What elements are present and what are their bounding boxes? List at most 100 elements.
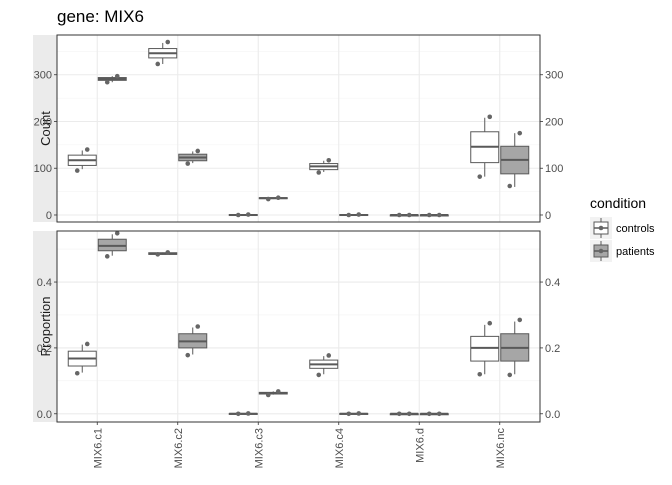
y-tick-label-left: 0.2 <box>37 343 52 355</box>
data-point <box>275 389 281 394</box>
panel-background <box>57 231 540 422</box>
data-point <box>165 250 171 255</box>
panel-border <box>56 34 541 223</box>
data-point <box>155 61 161 67</box>
legend-key-controls <box>590 217 612 239</box>
data-point <box>74 370 80 376</box>
box-patients-MIX6.c1 <box>97 73 127 85</box>
chart-title: gene: MIX6 <box>57 7 144 26</box>
data-point <box>436 212 442 218</box>
legend-key-point <box>598 248 604 254</box>
data-point <box>517 317 523 323</box>
box-controls-MIX6.d <box>389 212 419 218</box>
data-point <box>517 130 523 136</box>
box-patients-MIX6.c1 <box>97 231 127 259</box>
data-point <box>426 411 432 417</box>
facet-label: Count <box>38 111 53 146</box>
box-patients-MIX6.nc <box>500 130 530 189</box>
data-point <box>265 392 271 398</box>
box-controls-MIX6.nc <box>470 114 500 179</box>
box-controls-MIX6.c1 <box>67 341 97 376</box>
box-patients-MIX6.c2 <box>178 148 208 166</box>
x-tick-label: MIX6.nc <box>495 428 507 469</box>
y-tick-label-right: 0.2 <box>545 343 560 355</box>
y-tick-label-right: 0.0 <box>545 409 560 421</box>
legend-key-point <box>598 225 604 231</box>
y-tick-label-left: 0.0 <box>37 409 52 421</box>
data-point <box>74 168 80 173</box>
legend-title: condition <box>590 195 646 211</box>
data-point <box>104 79 110 85</box>
data-point <box>245 411 251 416</box>
data-point <box>114 73 120 79</box>
data-point <box>316 170 322 175</box>
box-patients-MIX6.d <box>419 411 449 417</box>
data-point <box>185 161 191 166</box>
data-point <box>316 372 322 378</box>
panel-border <box>56 230 541 423</box>
facet-strip <box>33 35 57 222</box>
legend-key-patients <box>590 240 612 262</box>
box-controls-MIX6.c4 <box>309 157 339 175</box>
y-tick-label-right: 100 <box>545 163 563 175</box>
y-tick-label-right: 0 <box>545 210 551 222</box>
data-point <box>104 254 110 259</box>
data-point <box>195 324 201 329</box>
data-point <box>185 352 191 358</box>
data-point <box>487 114 493 120</box>
data-point <box>487 320 493 326</box>
data-point <box>356 411 362 416</box>
x-tick-label: MIX6.d <box>414 428 426 463</box>
data-point <box>165 39 171 45</box>
box-controls-MIX6.c3 <box>228 411 258 417</box>
data-point <box>477 371 483 377</box>
data-point <box>235 411 241 417</box>
y-tick-label-right: 0.4 <box>545 277 560 289</box>
data-point <box>406 411 412 417</box>
data-point <box>195 148 201 154</box>
box-patients-MIX6.c4 <box>339 212 369 218</box>
panel-background <box>57 35 540 222</box>
box-controls-MIX6.d <box>389 411 419 417</box>
box-patients-MIX6.c3 <box>258 389 288 398</box>
data-point <box>436 411 442 417</box>
data-point <box>477 174 483 179</box>
box-patients-MIX6.c4 <box>339 411 369 417</box>
box-controls-MIX6.c2 <box>148 250 178 257</box>
data-point <box>346 212 352 218</box>
data-point <box>114 231 120 236</box>
data-point <box>245 212 251 217</box>
data-point <box>507 372 513 378</box>
data-point <box>275 195 281 200</box>
data-point <box>326 157 332 163</box>
data-point <box>356 212 362 217</box>
y-tick-label-right: 300 <box>545 70 563 82</box>
data-point <box>507 183 513 189</box>
data-point <box>265 196 271 202</box>
x-tick-label: MIX6.c3 <box>253 428 265 468</box>
box-controls-MIX6.c1 <box>67 147 97 173</box>
box-controls-MIX6.nc <box>470 320 500 377</box>
box-controls-MIX6.c4 <box>309 353 339 378</box>
facet-label: Proportion <box>38 297 53 357</box>
y-tick-label-left: 200 <box>34 116 52 128</box>
box-patients-MIX6.nc <box>500 317 530 378</box>
data-point <box>426 212 432 218</box>
data-point <box>155 252 161 257</box>
box-controls-MIX6.c2 <box>148 39 178 67</box>
data-point <box>235 212 241 218</box>
data-point <box>396 212 402 218</box>
box-patients-MIX6.d <box>419 212 449 218</box>
data-point <box>396 411 402 417</box>
data-point <box>84 341 90 347</box>
x-tick-label: MIX6.c1 <box>92 428 104 468</box>
box-patients-MIX6.c2 <box>178 324 208 358</box>
box-controls-MIX6.c3 <box>228 212 258 218</box>
data-point <box>406 212 412 218</box>
data-point <box>326 353 332 358</box>
x-tick-label: MIX6.c4 <box>334 428 346 468</box>
y-tick-label-left: 300 <box>34 70 52 82</box>
y-tick-label-left: 0 <box>46 210 52 222</box>
